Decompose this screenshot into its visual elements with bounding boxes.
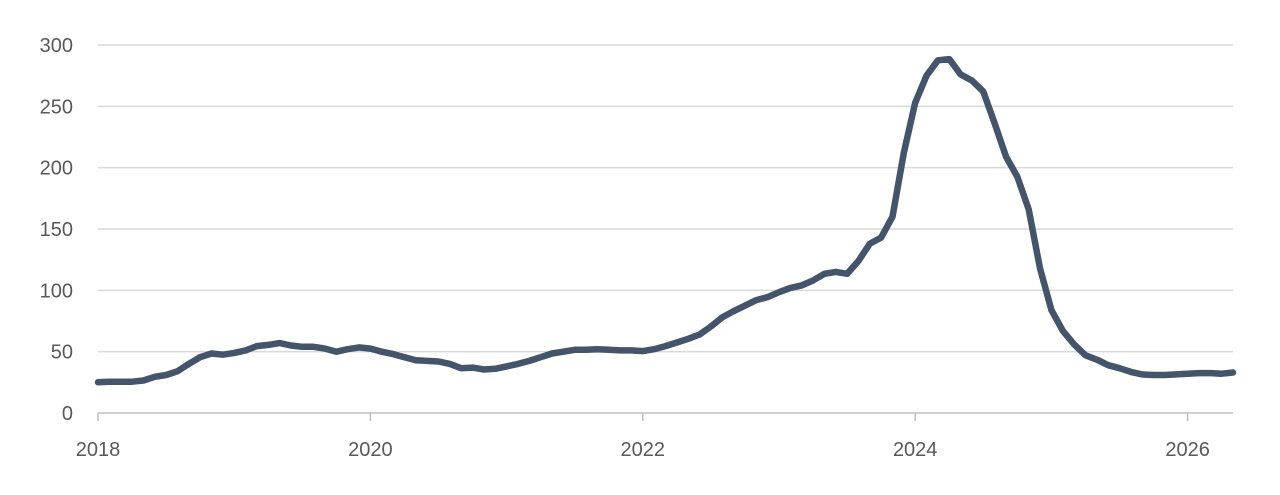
y-tick-label: 250 <box>40 96 73 118</box>
y-axis-ticks: 0 50 100 150 200 250 300 <box>40 35 73 425</box>
x-tick-label: 2022 <box>621 439 666 461</box>
y-tick-label: 300 <box>40 35 73 57</box>
x-tick-label: 2024 <box>893 439 938 461</box>
x-tick-label: 2020 <box>348 439 393 461</box>
x-axis-ticks: 2018 2020 2022 2024 2026 <box>76 413 1210 461</box>
y-tick-label: 150 <box>40 219 73 241</box>
y-tick-label: 0 <box>62 403 73 425</box>
series-line <box>94 55 1237 386</box>
y-tick-label: 50 <box>51 342 73 364</box>
y-tick-label: 100 <box>40 280 73 302</box>
y-tick-label: 200 <box>40 158 73 180</box>
x-tick-label: 2026 <box>1165 439 1210 461</box>
gridlines <box>98 44 1233 353</box>
x-tick-label: 2018 <box>76 439 121 461</box>
